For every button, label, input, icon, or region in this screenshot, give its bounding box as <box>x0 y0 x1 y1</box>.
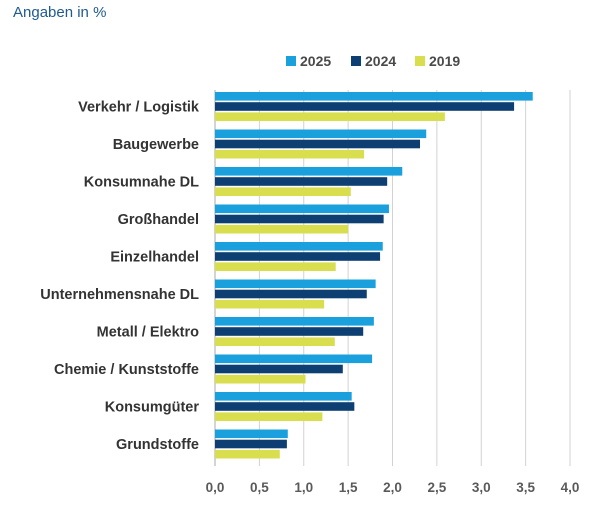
legend-label: 2019 <box>429 53 460 69</box>
bar <box>215 299 325 309</box>
bar <box>215 167 403 176</box>
bar <box>215 204 389 214</box>
bar <box>215 412 323 421</box>
bar <box>215 337 335 346</box>
bar <box>215 149 365 159</box>
legend-swatch <box>351 56 361 66</box>
category-label: Konsumnahe DL <box>84 175 199 191</box>
category-label: Großhandel <box>118 212 199 228</box>
category-label: Einzelhandel <box>110 250 199 266</box>
legend-label: 2024 <box>365 53 396 69</box>
bar <box>215 242 383 251</box>
bar <box>215 129 427 139</box>
bar <box>215 224 349 234</box>
category-labels: Verkehr / Logistik Baugewerbe Konsumnahe D… <box>40 100 200 454</box>
bar <box>215 187 351 196</box>
bar <box>215 262 336 271</box>
bar <box>215 92 533 101</box>
bar <box>215 449 280 459</box>
legend-swatch <box>286 56 296 66</box>
legend: 2025 2024 2019 <box>286 53 460 69</box>
bar <box>215 364 343 374</box>
bar <box>215 402 355 411</box>
category-label: Verkehr / Logistik <box>78 100 200 116</box>
x-tick-label: 2,5 <box>427 480 446 495</box>
x-tick-label: 2,0 <box>383 480 402 495</box>
bar <box>215 214 384 224</box>
bar <box>215 252 381 261</box>
category-label: Unternehmensnahe DL <box>40 287 199 303</box>
x-tick-label: 1,5 <box>339 480 358 495</box>
bar <box>215 102 515 111</box>
bars <box>215 92 533 459</box>
bar <box>215 354 373 364</box>
bar <box>215 429 288 439</box>
bar <box>215 317 374 326</box>
x-tick-label: 4,0 <box>561 480 580 495</box>
bar <box>215 439 287 449</box>
x-tick-label: 3,0 <box>472 480 491 495</box>
category-label: Grundstoffe <box>116 437 199 453</box>
bar <box>215 374 306 384</box>
x-axis-ticks: 0,0 0,5 1,0 1,5 2,0 2,5 3,0 3,5 4,0 <box>206 480 580 495</box>
category-label: Baugewerbe <box>113 137 199 153</box>
bar <box>215 327 364 336</box>
x-tick-label: 3,5 <box>516 480 535 495</box>
legend-swatch <box>415 56 425 66</box>
x-tick-label: 1,0 <box>294 480 313 495</box>
bar <box>215 392 352 401</box>
category-label: Metall / Elektro <box>97 325 199 341</box>
x-tick-label: 0,0 <box>206 480 225 495</box>
legend-label: 2025 <box>300 53 331 69</box>
category-label: Chemie / Kunststoffe <box>54 362 199 378</box>
bar <box>215 139 421 149</box>
category-label: Konsumgüter <box>105 400 200 416</box>
bar <box>215 289 367 299</box>
bar <box>215 177 388 186</box>
unit-label: Angaben in % <box>13 4 107 21</box>
bar <box>215 112 445 121</box>
bar <box>215 279 376 289</box>
x-tick-label: 0,5 <box>250 480 269 495</box>
